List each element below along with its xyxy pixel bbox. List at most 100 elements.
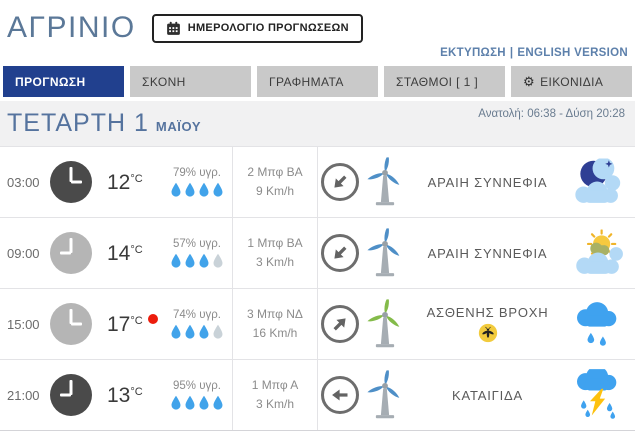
- humidity-drop-icon: [212, 324, 224, 339]
- tab-charts[interactable]: ΓΡΑΦΗΜΑΤΑ: [257, 66, 378, 97]
- humidity-drops: [170, 253, 224, 268]
- temperature-unit: °C: [130, 243, 143, 256]
- month-label: ΜΑΪΟΥ: [155, 119, 202, 134]
- humidity-drops: [170, 182, 224, 197]
- calendar-button-label: ΗΜΕΡΟΛΟΓΙΟ ΠΡΟΓΝΩΣΕΩΝ: [187, 22, 349, 34]
- temperature-unit: °C: [130, 314, 143, 327]
- humidity-drop-icon: [212, 395, 224, 410]
- humidity-drop-icon: [170, 253, 182, 268]
- wind-direction-icon: [321, 305, 359, 343]
- humidity-drop-icon: [198, 182, 210, 197]
- humidity-drop-icon: [184, 253, 196, 268]
- utility-links: ΕΚΤΥΠΩΣΗ | ENGLISH VERSION: [7, 47, 628, 64]
- condition-label: ΚΑΤΑΙΓΙΔΑ: [452, 387, 523, 403]
- temperature-value: 12: [107, 170, 131, 194]
- humidity-drop-icon: [184, 182, 196, 197]
- storm-cloud-icon: [573, 369, 623, 421]
- wind-cell: 1 Μπφ ΒΑ 3 Km/h: [232, 218, 318, 288]
- wind-turbine-icon: [364, 228, 406, 278]
- clock-icon: [50, 374, 92, 416]
- time-label: 03:00: [7, 174, 40, 190]
- wind-cell: 1 Μπφ Α 3 Km/h: [232, 360, 318, 430]
- gear-icon: ⚙: [523, 74, 536, 89]
- temperature-value: 13: [107, 383, 131, 407]
- print-link[interactable]: ΕΚΤΥΠΩΣΗ: [440, 47, 506, 59]
- english-version-link[interactable]: ENGLISH VERSION: [517, 47, 628, 59]
- wind-cell: 2 Μπφ ΒΑ 9 Km/h: [232, 147, 318, 217]
- humidity-drop-icon: [170, 324, 182, 339]
- tab-bar: ΠΡΟΓΝΩΣΗ ΣΚΟΝΗ ΓΡΑΦΗΜΑΤΑ ΣΤΑΘΜΟΙ [ 1 ] ⚙…: [0, 66, 635, 97]
- temperature-value: 14: [107, 241, 131, 265]
- humidity-drops: [170, 324, 224, 339]
- humidity-drop-icon: [198, 324, 210, 339]
- humidity-label: 74% υγρ.: [173, 309, 221, 321]
- wind-direction-icon: [321, 163, 359, 201]
- tab-forecast[interactable]: ΠΡΟΓΝΩΣΗ: [3, 66, 124, 97]
- sunrise-sunset-label: Ανατολή: 06:38 - Δύση 20:28: [478, 108, 625, 120]
- tab-forecast-label: ΠΡΟΓΝΩΣΗ: [15, 74, 86, 89]
- wind-beaufort-label: 1 Μπφ ΒΑ: [247, 236, 303, 251]
- moon-cloud-icon: [569, 158, 627, 206]
- wind-direction-icon: [321, 376, 359, 414]
- humidity-label: 79% υγρ.: [173, 167, 221, 179]
- tab-icons-label: ΕΙΚΟΝΙΔΙΑ: [540, 74, 604, 89]
- humidity-drop-icon: [198, 395, 210, 410]
- humidity-label: 57% υγρ.: [173, 238, 221, 250]
- rain-cloud-icon: [573, 299, 623, 349]
- humidity-drops: [170, 395, 224, 410]
- temperature-unit: °C: [130, 385, 143, 398]
- city-title: ΑΓΡΙΝΙΟ: [7, 11, 136, 44]
- calendar-icon: [166, 21, 181, 36]
- time-label: 09:00: [7, 245, 40, 261]
- forecast-row: 15:00 17 °C 74% υγρ. 3 Μπφ ΝΔ 16 Km/h: [0, 288, 635, 359]
- link-separator: |: [509, 47, 514, 59]
- tab-stations[interactable]: ΣΤΑΘΜΟΙ [ 1 ]: [384, 66, 505, 97]
- wind-turbine-icon: [364, 370, 406, 420]
- humidity-label: 95% υγρ.: [173, 380, 221, 392]
- tab-charts-label: ΓΡΑΦΗΜΑΤΑ: [269, 74, 344, 89]
- forecast-calendar-button[interactable]: ΗΜΕΡΟΛΟΓΙΟ ΠΡΟΓΝΩΣΕΩΝ: [151, 13, 363, 43]
- tab-stations-label: ΣΤΑΘΜΟΙ [ 1 ]: [396, 74, 479, 89]
- condition-label: ΑΡΑΙΗ ΣΥΝΝΕΦΙΑ: [427, 174, 548, 190]
- time-label: 15:00: [7, 316, 40, 332]
- wind-speed-label: 3 Km/h: [255, 255, 294, 269]
- humidity-drop-icon: [212, 182, 224, 197]
- condition-label: ΑΣΘΕΝΗΣ ΒΡΟΧΗ: [426, 305, 549, 320]
- time-label: 21:00: [7, 387, 40, 403]
- wind-cell: 3 Μπφ ΝΔ 16 Km/h: [232, 289, 318, 359]
- temperature-value: 17: [107, 312, 131, 336]
- wind-speed-label: 9 Km/h: [255, 184, 294, 198]
- wind-speed-label: 16 Km/h: [252, 326, 298, 340]
- forecast-row: 21:00 13 °C 95% υγρ. 1 Μπφ Α 3 Km/h: [0, 359, 635, 430]
- tab-icons[interactable]: ⚙ ΕΙΚΟΝΙΔΙΑ: [511, 66, 632, 97]
- mosquito-icon: [478, 323, 498, 343]
- forecast-row: 09:00 14 °C 57% υγρ. 1 Μπφ ΒΑ 3 Km/h: [0, 217, 635, 288]
- temperature-unit: °C: [130, 172, 143, 185]
- max-temp-marker: [147, 313, 158, 324]
- wind-beaufort-label: 2 Μπφ ΒΑ: [247, 165, 303, 180]
- forecast-table: 03:00 12 °C 79% υγρ. 2 Μπφ ΒΑ 9 Km/h: [0, 146, 635, 431]
- wind-turbine-icon: [364, 299, 406, 349]
- wind-turbine-icon: [364, 157, 406, 207]
- wind-direction-icon: [321, 234, 359, 272]
- date-bar: ΤΕΤΑΡΤΗ 1 ΜΑΪΟΥ Ανατολή: 06:38 - Δύση 20…: [0, 101, 635, 146]
- humidity-drop-icon: [198, 253, 210, 268]
- humidity-drop-icon: [170, 182, 182, 197]
- date-title: ΤΕΤΑΡΤΗ 1: [7, 109, 149, 137]
- wind-speed-label: 3 Km/h: [255, 397, 294, 411]
- clock-icon: [50, 161, 92, 203]
- forecast-row: 03:00 12 °C 79% υγρ. 2 Μπφ ΒΑ 9 Km/h: [0, 146, 635, 217]
- sun-cloud-icon: [569, 229, 627, 277]
- tab-dust-label: ΣΚΟΝΗ: [142, 74, 186, 89]
- wind-beaufort-label: 3 Μπφ ΝΔ: [247, 307, 303, 322]
- humidity-drop-icon: [212, 253, 224, 268]
- humidity-drop-icon: [184, 395, 196, 410]
- condition-label: ΑΡΑΙΗ ΣΥΝΝΕΦΙΑ: [427, 245, 548, 261]
- humidity-drop-icon: [184, 324, 196, 339]
- tab-dust[interactable]: ΣΚΟΝΗ: [130, 66, 251, 97]
- wind-beaufort-label: 1 Μπφ Α: [251, 378, 299, 393]
- humidity-drop-icon: [170, 395, 182, 410]
- clock-icon: [50, 303, 92, 345]
- clock-icon: [50, 232, 92, 274]
